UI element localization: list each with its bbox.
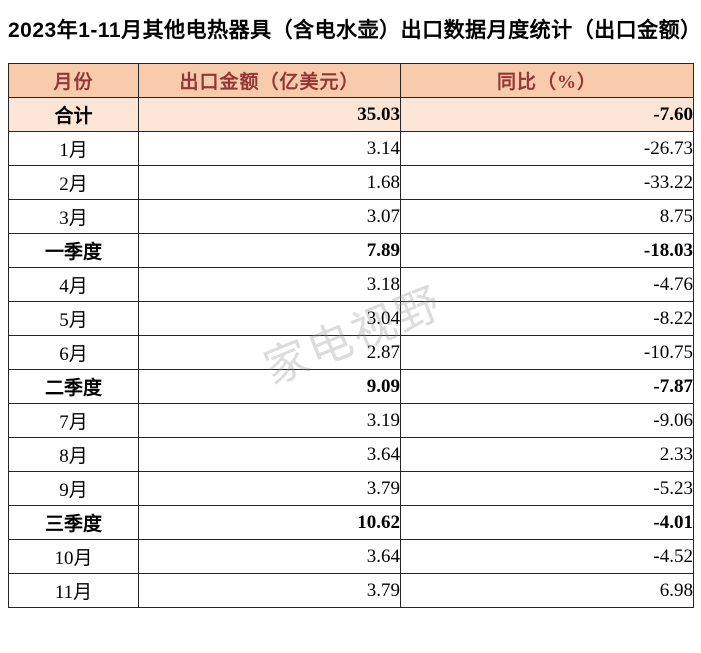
yoy-value-cell: -5.23 (400, 471, 694, 506)
export-value-cell: 10.62 (138, 505, 401, 540)
yoy-value-cell: -18.03 (400, 233, 694, 268)
table-row-total: 合计 35.03 -7.60 (8, 97, 694, 132)
header-month: 月份 (8, 63, 139, 98)
table-row-month: 2月 1.68 -33.22 (8, 165, 694, 200)
yoy-value-cell: 2.33 (400, 437, 694, 472)
row-label-cell: 合计 (8, 97, 139, 132)
yoy-value-cell: -33.22 (400, 165, 694, 200)
export-value-cell: 3.79 (138, 471, 401, 506)
export-value-cell: 3.07 (138, 199, 401, 234)
row-label-cell: 6月 (8, 335, 139, 370)
page-title: 2023年1-11月其他电热器具（含电水壶）出口数据月度统计（出口金额） (8, 19, 701, 42)
export-value-cell: 3.64 (138, 539, 401, 574)
export-value-cell: 2.87 (138, 335, 401, 370)
row-label-cell: 9月 (8, 471, 139, 506)
header-export-amount: 出口金额（亿美元） (138, 63, 401, 98)
row-label-cell: 4月 (8, 267, 139, 302)
table-row-month: 8月 3.64 2.33 (8, 437, 694, 472)
row-label-cell: 11月 (8, 573, 139, 608)
row-label-cell: 1月 (8, 131, 139, 166)
export-value-cell: 3.19 (138, 403, 401, 438)
export-stats-table: 月份 出口金额（亿美元） 同比（%） 合计 35.03 -7.60 1月 3.14 -26… (8, 63, 694, 608)
yoy-value-cell: -26.73 (400, 131, 694, 166)
row-label-cell: 5月 (8, 301, 139, 336)
export-value-cell: 35.03 (138, 97, 401, 132)
yoy-value-cell: -9.06 (400, 403, 694, 438)
export-value-cell: 3.79 (138, 573, 401, 608)
yoy-value-cell: -4.76 (400, 267, 694, 302)
yoy-value-cell: -7.60 (400, 97, 694, 132)
export-value-cell: 1.68 (138, 165, 401, 200)
row-label-cell: 8月 (8, 437, 139, 472)
table-row-month: 4月 3.18 -4.76 (8, 267, 694, 302)
row-label-cell: 7月 (8, 403, 139, 438)
yoy-value-cell: -7.87 (400, 369, 694, 404)
row-label-cell: 3月 (8, 199, 139, 234)
row-label-cell: 2月 (8, 165, 139, 200)
table-row-quarter: 二季度 9.09 -7.87 (8, 369, 694, 404)
row-label-cell: 二季度 (8, 369, 139, 404)
table-row-month: 7月 3.19 -9.06 (8, 403, 694, 438)
yoy-value-cell: -4.52 (400, 539, 694, 574)
table-row-month: 3月 3.07 8.75 (8, 199, 694, 234)
yoy-value-cell: -4.01 (400, 505, 694, 540)
export-value-cell: 9.09 (138, 369, 401, 404)
table-row-month: 10月 3.64 -4.52 (8, 539, 694, 574)
yoy-value-cell: 8.75 (400, 199, 694, 234)
table-body: 合计 35.03 -7.60 1月 3.14 -26.73 2月 1.68 -33.22 3月 3.… (8, 97, 694, 608)
table-row-month: 6月 2.87 -10.75 (8, 335, 694, 370)
header-yoy: 同比（%） (400, 63, 694, 98)
row-label-cell: 10月 (8, 539, 139, 574)
header-row: 月份 出口金额（亿美元） 同比（%） (8, 63, 694, 98)
table-header: 月份 出口金额（亿美元） 同比（%） (8, 63, 694, 98)
export-value-cell: 3.18 (138, 267, 401, 302)
yoy-value-cell: -8.22 (400, 301, 694, 336)
export-value-cell: 7.89 (138, 233, 401, 268)
export-value-cell: 3.04 (138, 301, 401, 336)
table-row-quarter: 一季度 7.89 -18.03 (8, 233, 694, 268)
table-row-month: 1月 3.14 -26.73 (8, 131, 694, 166)
yoy-value-cell: 6.98 (400, 573, 694, 608)
table-row-month: 11月 3.79 6.98 (8, 573, 694, 608)
export-value-cell: 3.64 (138, 437, 401, 472)
table-row-month: 5月 3.04 -8.22 (8, 301, 694, 336)
row-label-cell: 三季度 (8, 505, 139, 540)
table-row-quarter: 三季度 10.62 -4.01 (8, 505, 694, 540)
export-value-cell: 3.14 (138, 131, 401, 166)
row-label-cell: 一季度 (8, 233, 139, 268)
table-row-month: 9月 3.79 -5.23 (8, 471, 694, 506)
yoy-value-cell: -10.75 (400, 335, 694, 370)
